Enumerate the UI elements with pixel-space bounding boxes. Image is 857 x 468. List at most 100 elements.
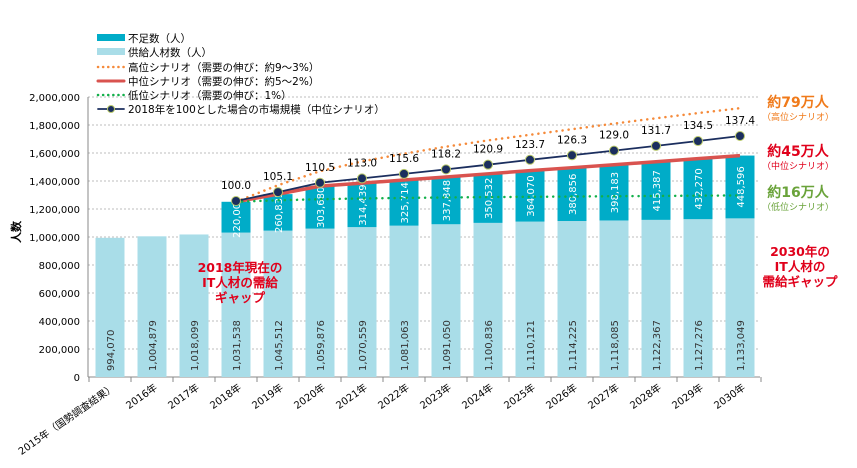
bar-supply [95, 237, 125, 377]
legend-label-line: 中位シナリオ（需要の伸び：約5～2%） [128, 75, 319, 88]
y-tick-label: 1,600,000 [29, 149, 80, 160]
x-tick-label: 2027年 [585, 381, 621, 412]
bar-label-supply: 1,031,538 [232, 320, 243, 371]
market-index-label: 115.6 [389, 153, 419, 165]
bar-label-supply: 1,110,121 [526, 320, 537, 371]
bar-label-supply: 1,070,559 [358, 320, 369, 371]
legend-swatch-supply [97, 48, 125, 55]
market-index-label: 110.5 [305, 162, 335, 174]
bar-supply [389, 225, 419, 377]
market-index-point [399, 168, 409, 179]
bar-label-supply: 1,018,099 [190, 320, 201, 371]
market-index-label: 131.7 [641, 125, 671, 137]
legend-marker [107, 105, 115, 113]
bar-label-shortage: 398,183 [610, 172, 621, 213]
market-index-point [231, 196, 241, 206]
market-index-label: 113.0 [347, 157, 377, 169]
bar-shortage [347, 183, 377, 228]
bar-shortage [221, 201, 251, 233]
market-index-point [315, 177, 325, 188]
bar-shortage [725, 155, 755, 219]
x-tick-label: 2024年 [459, 381, 495, 412]
bar-label-supply: 1,081,063 [400, 320, 411, 371]
bar-label-supply: 1,100,836 [484, 320, 495, 371]
bar-label-supply: 994,070 [106, 330, 117, 371]
gap-2030-annotation: 2030年の [770, 244, 830, 259]
bar-label-shortage: 314,439 [358, 184, 369, 225]
low-scenario-gap-value: 約16万人 [767, 184, 829, 201]
bar-supply [221, 232, 251, 377]
gap-2018-annotation: IT人材の需給 [202, 275, 278, 290]
market-index-label: 105.1 [263, 171, 293, 183]
market-index-point [693, 136, 703, 147]
market-index-point [525, 154, 535, 165]
bar-label-shortage: 220,000 [232, 197, 243, 238]
bar-supply [683, 219, 713, 377]
bar-label-supply: 1,059,876 [316, 320, 327, 371]
market-index-label: 137.4 [725, 115, 755, 127]
bar-supply [599, 220, 629, 377]
legend-label-line: 低位シナリオ（需要の伸び：1%） [128, 89, 292, 102]
bar-label-shortage: 448,596 [736, 166, 747, 207]
bar-label-shortage: 380,856 [568, 174, 579, 215]
y-tick-label: 200,000 [39, 345, 80, 356]
market-index-label: 129.0 [599, 130, 629, 142]
x-tick-label: 2018年 [207, 381, 243, 412]
bar-label-shortage: 432,270 [694, 168, 705, 209]
bar-shortage [641, 161, 671, 220]
market-index-point [567, 150, 577, 161]
legend-label-supply: 供給人材数（人） [128, 46, 212, 59]
bar-label-supply: 1,004,879 [148, 320, 159, 371]
bar-shortage [683, 158, 713, 220]
market-index-point [273, 187, 283, 198]
market-index-label: 123.7 [515, 139, 545, 151]
legend-label-shortage: 不足数（人） [128, 32, 191, 45]
bar-supply [641, 219, 671, 377]
x-tick-label: 2030年 [711, 381, 747, 412]
x-tick-label: 2017年 [165, 381, 201, 412]
x-tick-label: 2023年 [417, 381, 453, 412]
bar-supply [431, 224, 461, 377]
bar-supply [725, 218, 755, 377]
x-tick-label: 2026年 [543, 381, 579, 412]
y-tick-label: 1,400,000 [29, 177, 80, 188]
bar-supply [347, 227, 377, 377]
bar-supply [179, 234, 209, 377]
market-index-point [651, 140, 661, 151]
x-tick-label: 2025年 [501, 381, 537, 412]
bar-label-shortage: 337,848 [442, 180, 453, 221]
x-tick-label: 2028年 [627, 381, 663, 412]
market-index-label: 134.5 [683, 120, 713, 132]
gap-2018-annotation: 2018年現在の [198, 260, 283, 275]
market-index-label: 118.2 [431, 148, 461, 160]
market-index-label: 100.0 [221, 180, 251, 192]
gap-2018-annotation: ギャップ [215, 290, 266, 305]
x-tick-label: 2020年 [291, 381, 327, 412]
bar-supply [557, 221, 587, 377]
x-tick-label: 2021年 [333, 381, 369, 412]
x-tick-label: 2022年 [375, 381, 411, 412]
market-index-point [357, 173, 367, 184]
legend-label-line: 高位シナリオ（需要の伸び：約9～3%） [128, 61, 319, 74]
mid-scenario-gap-value: 約45万人 [767, 143, 829, 160]
bar-shortage [557, 167, 587, 222]
bar-label-supply: 1,091,050 [442, 320, 453, 371]
bar-supply [263, 230, 293, 377]
y-tick-label: 1,000,000 [29, 233, 80, 244]
gap-2030-annotation: 需給ギャップ [762, 274, 838, 289]
bar-label-shortage: 364,070 [526, 175, 537, 216]
bar-shortage [305, 186, 335, 229]
bar-label-shortage: 325,714 [400, 182, 411, 223]
bar-supply [473, 222, 503, 377]
y-tick-label: 800,000 [39, 261, 80, 272]
bar-shortage [599, 164, 629, 221]
bar-label-shortage: 415,387 [652, 170, 663, 211]
legend-label-line: 2018年を100とした場合の市場規模（中位シナリオ） [128, 103, 385, 116]
bar-supply [515, 221, 545, 377]
bar-supply [305, 228, 335, 377]
bar-shortage [515, 170, 545, 222]
bar-label-shortage: 350,532 [484, 178, 495, 219]
low-scenario-gap-sub: （低位シナリオ） [762, 201, 834, 213]
bar-shortage [431, 176, 461, 225]
